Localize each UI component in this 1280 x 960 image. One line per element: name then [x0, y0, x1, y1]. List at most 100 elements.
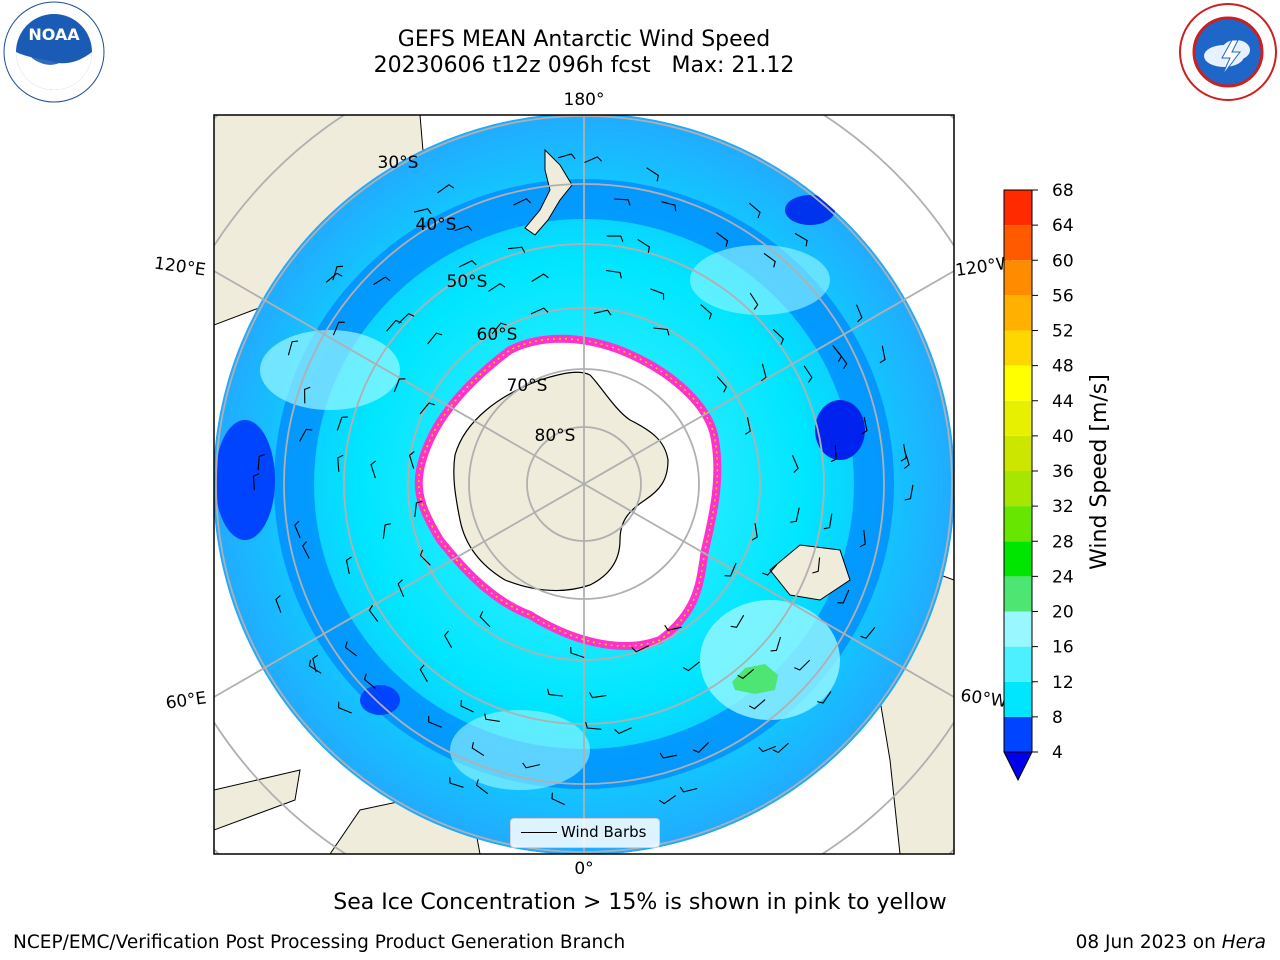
wind-barb [312, 654, 319, 673]
wind-barb [589, 692, 607, 699]
colorbar-segment [1004, 400, 1032, 436]
wind-barb [363, 673, 376, 689]
wind-barb [803, 365, 813, 383]
wind-barb [428, 716, 442, 728]
wind-barb [373, 276, 391, 286]
wind-barb [393, 378, 406, 393]
noaa-logo-icon: NOAA [2, 0, 106, 108]
wind-barb [823, 513, 833, 530]
colorbar-segment [1004, 716, 1032, 752]
wind-barb [794, 659, 811, 671]
wind-barb [398, 312, 415, 324]
map-title: GEFS MEAN Antarctic Wind Speed 20230606 … [284, 27, 884, 79]
wind-barb [491, 322, 507, 335]
map-legend: Wind Barbs [510, 818, 660, 848]
colorbar-tick-label: 56 [1052, 286, 1074, 306]
wind-barb [653, 327, 670, 336]
wind-barb [772, 742, 789, 754]
wind-barb [345, 556, 352, 575]
colorbar-tick-label: 40 [1052, 427, 1074, 447]
wind-barb [427, 332, 443, 345]
wind-barb [368, 604, 379, 622]
wind-barb [513, 198, 532, 206]
wind-barb [444, 630, 453, 648]
colorbar-segment [1004, 260, 1032, 296]
wind-barb [791, 455, 799, 473]
lat-label-60s: 60°S [477, 325, 518, 345]
wind-barb [606, 269, 622, 279]
wind-barb [748, 699, 766, 710]
wind-barb [770, 636, 782, 652]
colorbar-tick-label: 68 [1052, 181, 1074, 201]
colorbar-segment [1004, 541, 1032, 577]
wind-barb [758, 745, 777, 753]
colorbar-segment [1004, 506, 1032, 542]
wind-barb [838, 352, 848, 370]
wind-barb [460, 699, 474, 713]
wind-barb [304, 386, 311, 404]
graticule [214, 115, 954, 854]
wind-barb [484, 713, 500, 722]
wind-barb [253, 473, 260, 491]
wind-barb [772, 328, 784, 345]
wind-barb [471, 742, 485, 757]
wind-barb [336, 416, 348, 431]
colorbar-tick-label: 4 [1052, 743, 1063, 763]
colorbar-tick-label: 44 [1052, 392, 1074, 412]
lon-label-0: 0° [574, 859, 593, 879]
colorbar-tick-label: 64 [1052, 216, 1074, 236]
colorbar-segment [1004, 576, 1032, 612]
map-frame [213, 114, 955, 855]
colorbar-segment [1004, 365, 1032, 401]
wind-barb [737, 668, 755, 679]
wind-barb [724, 562, 737, 577]
wind-barb [790, 507, 800, 523]
lat-label-50s: 50°S [447, 272, 488, 292]
wind-barb [570, 646, 585, 659]
wind-barb [294, 520, 301, 539]
colorbar-tick-label: 24 [1052, 567, 1074, 587]
wind-barb [302, 541, 310, 559]
wind-barb [661, 201, 677, 212]
wind-barb [794, 232, 808, 247]
wind-barb [812, 557, 821, 574]
legend-label: Wind Barbs [561, 823, 647, 841]
wind-barb [692, 742, 709, 753]
wind-barb [903, 451, 910, 469]
wind-barb [479, 611, 491, 628]
colorbar-segment [1004, 681, 1032, 717]
wind-barb [631, 645, 650, 653]
colorbar-tick-label: 32 [1052, 497, 1074, 517]
wind-barb [879, 345, 886, 364]
wind-barb [860, 626, 876, 639]
title-line-1: GEFS MEAN Antarctic Wind Speed [397, 27, 771, 52]
wind-barb [716, 376, 728, 393]
lat-label-40s: 40°S [416, 215, 457, 235]
colorbar-tick-label: 60 [1052, 251, 1074, 271]
lat-label-30s: 30°S [378, 153, 419, 173]
wind-barb [419, 664, 428, 682]
wind-barb [419, 402, 435, 415]
lat-label-80s: 80°S [535, 426, 576, 446]
noaa-logo-text: NOAA [28, 25, 80, 44]
footer-date: 08 Jun 2023 on Hera [1076, 932, 1266, 953]
colorbar-extend-triangle [1003, 751, 1033, 782]
wind-barb [475, 779, 489, 795]
colorbar-segment [1004, 471, 1032, 507]
wind-barb [382, 523, 392, 539]
wind-barb [646, 167, 660, 182]
wind-barb [551, 792, 565, 806]
lon-label-60e: 60°E [165, 688, 208, 713]
colorbar-tick-label: 20 [1052, 603, 1074, 623]
antarctica-land [453, 371, 669, 592]
wind-barb [679, 786, 698, 793]
wind-barb [760, 363, 767, 382]
lon-label-120e: 120°E [153, 253, 207, 280]
wind-barb [761, 564, 778, 576]
wind-barb [637, 238, 651, 253]
colorbar-tick-label: 28 [1052, 532, 1074, 552]
wind-barb [507, 246, 526, 253]
max-wind-patch [732, 664, 778, 694]
wind-barb [337, 454, 344, 472]
